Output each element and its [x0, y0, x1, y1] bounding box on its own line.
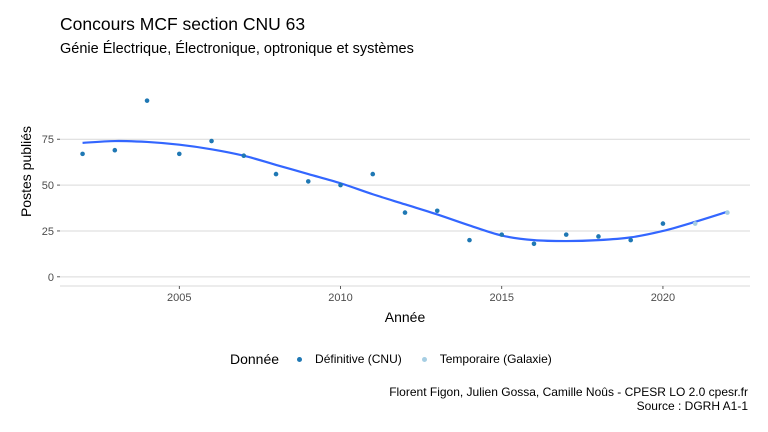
data-points	[80, 98, 730, 247]
x-tick-label-2020: 2020	[651, 292, 675, 304]
point-2010	[338, 182, 343, 188]
y-tick-label-0: 0	[48, 272, 54, 284]
point-2014	[467, 237, 472, 243]
y-tick-label-25: 25	[42, 226, 54, 238]
point-2009	[305, 179, 311, 184]
point-2007	[241, 153, 247, 159]
legend-item-definitive: Définitive (CNU)	[293, 352, 402, 366]
point-2022	[725, 210, 730, 215]
point-2017	[563, 232, 569, 237]
point-2012	[402, 210, 408, 215]
point-2019	[628, 237, 634, 243]
legend-item-temporaire: Temporaire (Galaxie)	[418, 352, 552, 366]
point-2006	[209, 138, 214, 144]
point-2020	[660, 221, 666, 226]
point-2004	[144, 98, 150, 103]
point-2003	[112, 147, 118, 153]
x-axis-title: Année	[385, 309, 426, 325]
caption: Florent Figon, Julien Gossa, Camille Noû…	[389, 385, 748, 413]
grid-lines	[57, 138, 750, 289]
point-2016	[531, 241, 537, 247]
point-2002	[80, 151, 85, 157]
smooth-line	[82, 139, 728, 243]
legend-title: Donnée	[230, 351, 280, 367]
caption-authors: Florent Figon, Julien Gossa, Camille Noû…	[389, 385, 748, 399]
point-2015	[499, 232, 505, 237]
point-2005	[176, 151, 182, 157]
chart-title: Concours MCF section CNU 63	[60, 14, 306, 34]
smooth-trend	[82, 139, 728, 243]
x-tick-label-2015: 2015	[489, 292, 513, 304]
point-2011	[370, 171, 376, 177]
point-2008	[273, 171, 279, 177]
caption-source: Source : DGRH A1-1	[636, 399, 748, 413]
legend-label-temporaire: Temporaire (Galaxie)	[439, 352, 552, 366]
y-tick-label-50: 50	[42, 180, 54, 192]
y-tick-labels: 0 25 50 75	[42, 134, 54, 284]
chart-subtitle: Génie Électrique, Électronique, optroniq…	[60, 41, 414, 57]
x-tick-labels: 2005 2010 2015 2020	[167, 292, 675, 304]
legend-dot-temporaire	[421, 356, 427, 362]
point-2018	[596, 234, 601, 239]
legend-label-definitive: Définitive (CNU)	[315, 352, 402, 366]
x-tick-label-2010: 2010	[328, 292, 352, 304]
y-tick-label-75: 75	[42, 134, 54, 146]
legend-dot-definitive	[297, 356, 303, 362]
point-2021	[692, 221, 698, 226]
legend: Donnée Définitive (CNU) Temporaire (Gala…	[230, 351, 568, 367]
point-2013	[434, 208, 440, 214]
y-axis-title: Postes publiés	[18, 126, 34, 217]
x-tick-label-2005: 2005	[167, 292, 191, 304]
